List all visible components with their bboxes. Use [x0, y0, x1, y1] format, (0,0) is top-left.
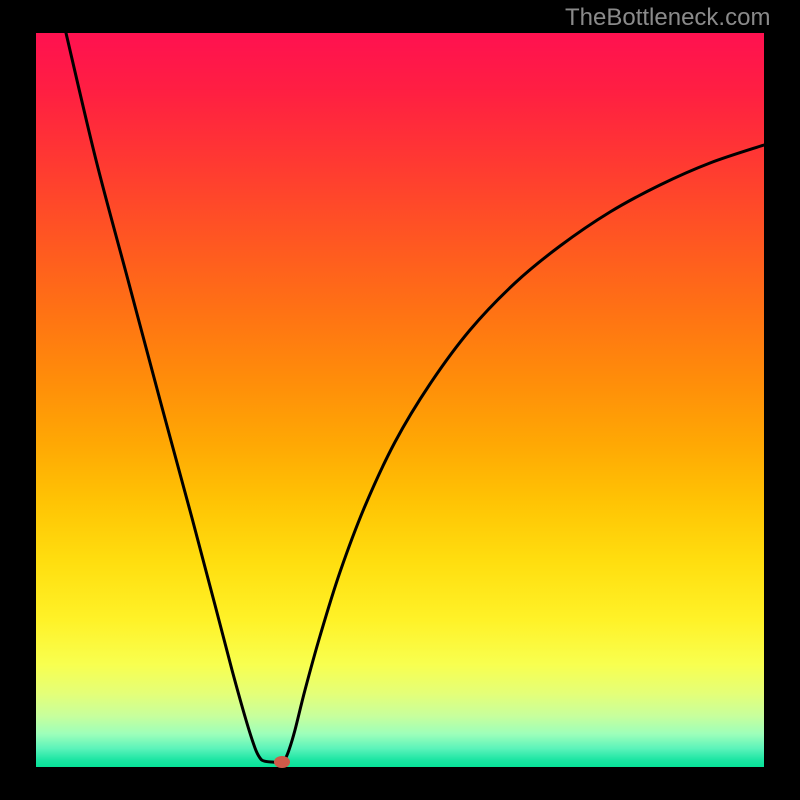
bottleneck-marker [274, 756, 290, 768]
watermark-text: TheBottleneck.com [565, 4, 770, 32]
chart-curve-layer [0, 0, 800, 800]
bottleneck-curve [66, 33, 764, 762]
